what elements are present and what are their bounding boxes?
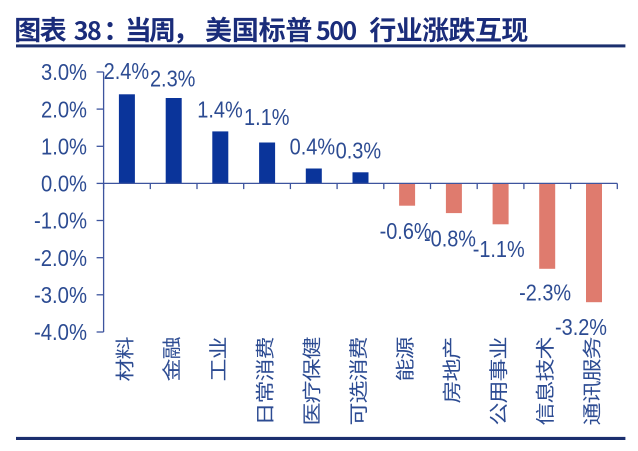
svg-text:-0.8%: -0.8%: [424, 225, 476, 251]
svg-text:2.0%: 2.0%: [41, 96, 87, 122]
svg-text:2.3%: 2.3%: [150, 66, 196, 92]
svg-text:3.0%: 3.0%: [41, 59, 87, 85]
svg-text:-1.0%: -1.0%: [34, 208, 87, 234]
svg-text:-0.6%: -0.6%: [380, 218, 432, 244]
svg-text:2.4%: 2.4%: [104, 58, 150, 84]
svg-text:-1.1%: -1.1%: [473, 236, 525, 262]
svg-text:-4.0%: -4.0%: [34, 319, 87, 345]
svg-text:-3.2%: -3.2%: [555, 314, 607, 340]
svg-text:-3.0%: -3.0%: [34, 282, 87, 308]
svg-text:1.1%: 1.1%: [244, 104, 290, 130]
svg-text:1.0%: 1.0%: [41, 134, 87, 160]
svg-text:-2.3%: -2.3%: [519, 280, 571, 306]
svg-text:-2.0%: -2.0%: [34, 245, 87, 271]
svg-text:0.4%: 0.4%: [290, 134, 336, 160]
svg-text:0.3%: 0.3%: [336, 137, 382, 163]
svg-text:1.4%: 1.4%: [197, 96, 243, 122]
svg-text:0.0%: 0.0%: [41, 171, 87, 197]
